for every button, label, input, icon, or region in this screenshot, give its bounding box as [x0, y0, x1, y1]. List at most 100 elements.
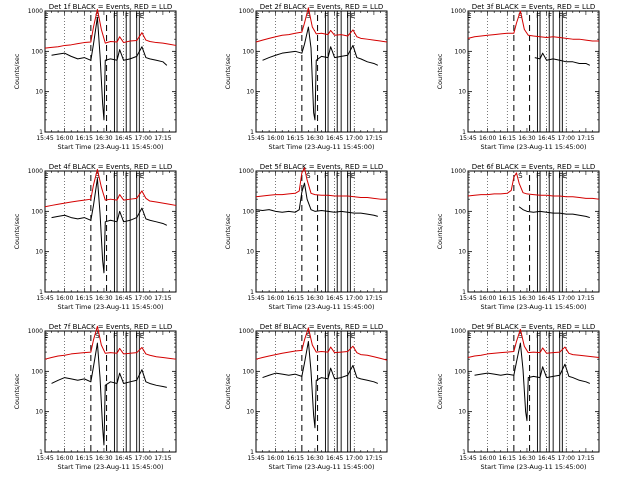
- x-tick-label: 17:00: [558, 455, 575, 462]
- x-tick-label: 17:00: [135, 295, 152, 302]
- x-tick-label: 16:00: [479, 295, 496, 302]
- y-axis-label: Counts/sec: [436, 213, 444, 249]
- y-tick-label: 1: [250, 289, 254, 296]
- x-tick-label: 16:00: [56, 455, 73, 462]
- x-tick-label: 17:00: [135, 455, 152, 462]
- interval-marker-label: F: [536, 12, 540, 20]
- lld-series-line: [44, 168, 177, 208]
- y-tick-label: 1000: [451, 328, 466, 335]
- interval-box: [125, 170, 131, 293]
- x-tick-label: 16:15: [287, 455, 304, 462]
- interval-marker-label: F: [346, 12, 350, 20]
- interval-marker-label: F: [125, 332, 129, 340]
- y-tick-label: 100: [455, 48, 467, 55]
- interval-marker-label: F: [346, 172, 350, 180]
- y-tick-label: 1: [462, 289, 466, 296]
- plot-frame: [255, 10, 388, 133]
- x-tick-label: 16:30: [95, 135, 112, 142]
- x-tick-label: 15:45: [36, 455, 53, 462]
- y-tick-label: 1: [250, 129, 254, 136]
- plot-frame: [467, 330, 600, 453]
- x-tick-label: 17:15: [365, 295, 382, 302]
- lld-series-line: [44, 8, 177, 49]
- interval-box: [536, 330, 541, 453]
- x-tick-label: 16:00: [479, 455, 496, 462]
- x-tick-label: 16:30: [95, 455, 112, 462]
- panel-det-5: Det 5f BLACK = Events, RED = LLD Counts/s…: [224, 163, 388, 311]
- events-series-line: [534, 52, 591, 66]
- interval-box: [548, 170, 554, 293]
- x-tick-label: 17:15: [577, 135, 594, 142]
- x-tick-label: 16:30: [518, 295, 535, 302]
- events-series-line: [51, 16, 168, 121]
- interval-box: [536, 170, 541, 293]
- lld-series-line: [255, 7, 388, 43]
- interval-marker-label: F: [548, 12, 552, 20]
- interval-box: [324, 330, 329, 453]
- panel-det-4: Det 4f BLACK = Events, RED = LLD Counts/s…: [13, 163, 177, 311]
- y-tick-label: 10: [458, 89, 466, 96]
- interval-box: [336, 170, 342, 293]
- y-axis-label: Counts/sec: [13, 213, 21, 249]
- x-tick-label: 15:45: [36, 135, 53, 142]
- x-tick-label: 16:00: [56, 135, 73, 142]
- panel-det-9: Det 9f BLACK = Events, RED = LLD Counts/s…: [436, 323, 600, 471]
- interval-marker-label: E: [563, 12, 567, 20]
- y-axis-label: Counts/sec: [224, 53, 232, 89]
- panel-title: Det 4f BLACK = Events, RED = LLD: [49, 163, 172, 171]
- interval-marker-label: F: [135, 332, 139, 340]
- y-tick-label: 1: [39, 449, 43, 456]
- lld-series-line: [467, 172, 600, 200]
- interval-box: [336, 330, 342, 453]
- interval-marker-label: E: [563, 332, 567, 340]
- interval-marker-label: F: [113, 12, 117, 20]
- plot-frame: [467, 10, 600, 133]
- interval-marker-label: S: [306, 332, 311, 340]
- interval-marker-label: E: [140, 172, 144, 180]
- panel-det-3: Det 3f BLACK = Events, RED = LLD Counts/s…: [436, 3, 600, 151]
- x-tick-label: 16:15: [76, 295, 93, 302]
- x-tick-label: 17:00: [346, 455, 363, 462]
- interval-marker-label: E: [467, 332, 471, 340]
- interval-marker-label: F: [536, 332, 540, 340]
- x-tick-label: 17:15: [154, 135, 171, 142]
- x-tick-label: 16:15: [499, 455, 516, 462]
- x-tick-label: 15:45: [459, 295, 476, 302]
- interval-marker-label: S: [95, 12, 100, 20]
- interval-marker-label: E: [140, 12, 144, 20]
- plot-frame: [255, 170, 388, 293]
- panel-title: Det 2f BLACK = Events, RED = LLD: [260, 3, 383, 11]
- panel-det-7: Det 7f BLACK = Events, RED = LLD Counts/s…: [13, 323, 177, 471]
- x-tick-label: 17:15: [154, 455, 171, 462]
- interval-box: [548, 10, 554, 133]
- interval-box: [347, 170, 351, 293]
- interval-marker-label: F: [548, 332, 552, 340]
- x-axis-label: Start Time (23-Aug-11 15:45:00): [480, 463, 586, 471]
- y-tick-label: 100: [455, 208, 467, 215]
- y-tick-label: 1000: [239, 328, 254, 335]
- interval-marker-label: E: [255, 12, 259, 20]
- interval-marker-label: E: [351, 172, 355, 180]
- x-tick-label: 17:00: [346, 295, 363, 302]
- interval-box: [324, 10, 329, 133]
- y-tick-label: 10: [35, 89, 43, 96]
- x-tick-label: 16:45: [115, 295, 132, 302]
- y-tick-label: 100: [243, 48, 255, 55]
- interval-marker-label: E: [563, 172, 567, 180]
- x-tick-label: 15:45: [36, 295, 53, 302]
- interval-box: [559, 330, 563, 453]
- interval-marker-label: S: [95, 332, 100, 340]
- y-axis-label: Counts/sec: [436, 53, 444, 89]
- y-tick-label: 10: [35, 409, 43, 416]
- panel-title: Det 6f BLACK = Events, RED = LLD: [472, 163, 595, 171]
- x-tick-label: 15:45: [247, 135, 264, 142]
- interval-marker-label: E: [140, 332, 144, 340]
- interval-marker-label: S: [518, 332, 523, 340]
- events-series-line: [255, 182, 378, 217]
- x-axis-label: Start Time (23-Aug-11 15:45:00): [268, 463, 374, 471]
- panel-det-8: Det 8f BLACK = Events, RED = LLD Counts/s…: [224, 323, 388, 471]
- x-tick-label: 16:45: [538, 295, 555, 302]
- interval-marker-label: F: [113, 332, 117, 340]
- panel-title: Det 7f BLACK = Events, RED = LLD: [49, 323, 172, 331]
- events-series-line: [262, 340, 379, 429]
